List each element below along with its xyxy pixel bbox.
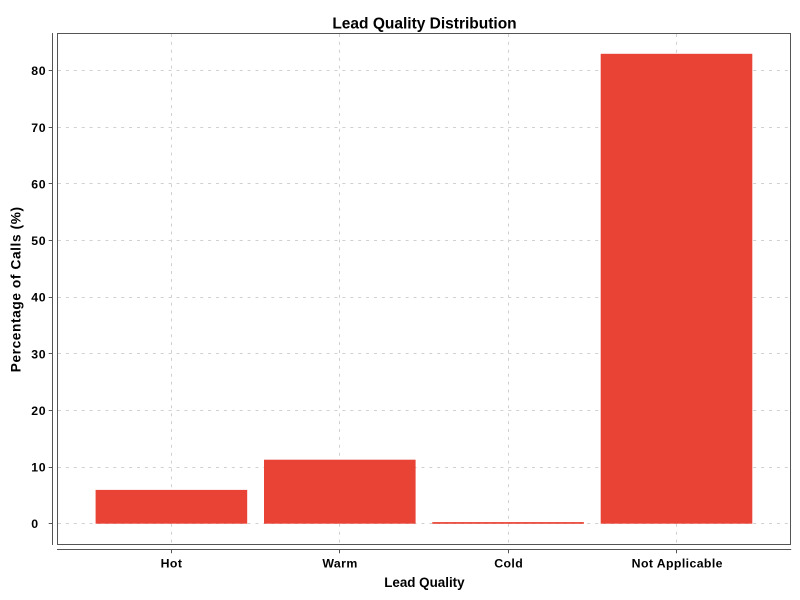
svg-text:Hot: Hot: [161, 556, 183, 570]
svg-text:Warm: Warm: [322, 556, 357, 570]
svg-text:Lead Quality: Lead Quality: [384, 575, 465, 590]
svg-text:Percentage of Calls (%): Percentage of Calls (%): [8, 206, 23, 372]
svg-text:80: 80: [31, 64, 46, 78]
svg-text:30: 30: [31, 347, 46, 361]
svg-text:70: 70: [31, 121, 46, 135]
svg-text:Lead Quality Distribution: Lead Quality Distribution: [332, 15, 516, 32]
svg-text:50: 50: [31, 234, 46, 248]
svg-text:Not Applicable: Not Applicable: [632, 556, 723, 570]
svg-text:60: 60: [31, 177, 46, 191]
svg-text:0: 0: [31, 517, 38, 531]
svg-text:20: 20: [31, 404, 46, 418]
svg-text:40: 40: [31, 290, 46, 304]
svg-text:10: 10: [31, 460, 46, 474]
svg-text:Cold: Cold: [494, 556, 523, 570]
